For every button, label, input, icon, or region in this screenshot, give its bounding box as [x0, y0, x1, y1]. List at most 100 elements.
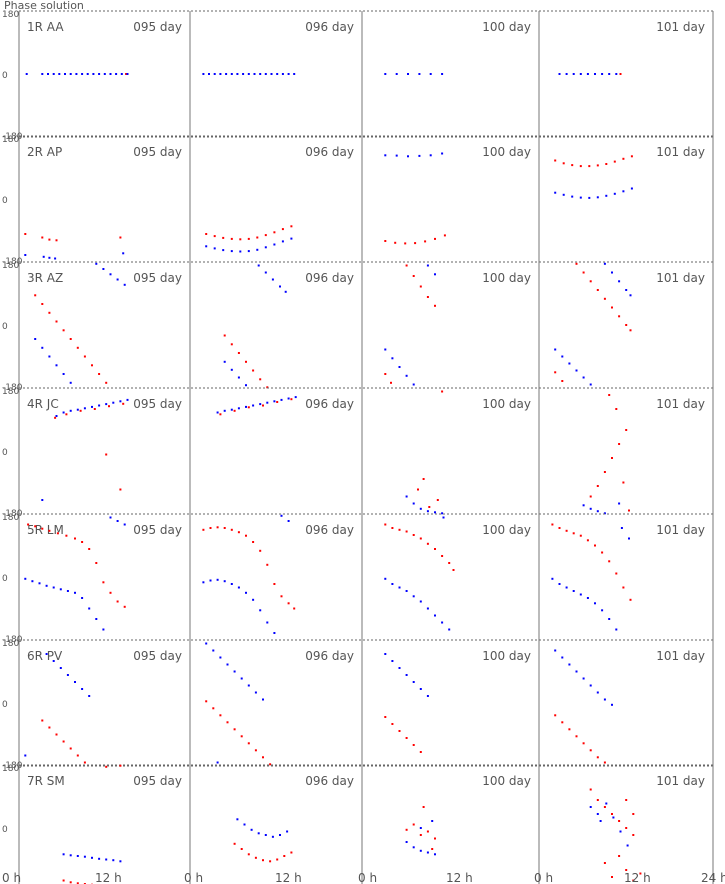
data-point [247, 853, 250, 856]
data-point [618, 855, 621, 857]
data-point [280, 514, 283, 517]
data-point [605, 802, 608, 805]
data-point [391, 660, 394, 662]
data-point [605, 163, 608, 165]
row-label: 1R AA [27, 20, 64, 34]
data-point [575, 262, 578, 265]
y-tick-label: -180 [2, 761, 23, 771]
data-point [622, 157, 625, 160]
data-point [41, 73, 44, 75]
data-point [230, 73, 233, 75]
data-point [69, 409, 72, 412]
y-tick-label: 0 [2, 700, 8, 710]
data-point [625, 429, 628, 431]
data-point [608, 618, 611, 620]
data-point [273, 583, 276, 585]
data-point [281, 240, 284, 243]
data-point [69, 747, 72, 750]
data-point [233, 670, 236, 673]
data-point [245, 360, 247, 363]
data-point [116, 600, 119, 603]
data-point [605, 194, 608, 197]
data-point [64, 73, 66, 75]
data-point [412, 681, 415, 683]
data-point [236, 818, 239, 821]
data-point [91, 405, 93, 408]
data-point [262, 404, 264, 407]
data-point [119, 764, 122, 767]
data-point [618, 315, 621, 318]
data-point [626, 844, 629, 847]
data-point [247, 73, 250, 75]
data-point [582, 376, 585, 379]
data-point [417, 488, 419, 491]
data-point [273, 632, 276, 634]
data-point [219, 413, 222, 416]
data-point [236, 73, 239, 75]
day-label: 095 day [133, 397, 182, 411]
day-label: 101 day [656, 397, 705, 411]
data-point [405, 530, 408, 533]
data-point [270, 73, 273, 75]
data-point [281, 73, 284, 75]
data-point [628, 509, 630, 512]
data-point [247, 237, 250, 240]
data-point [582, 504, 585, 507]
y-tick-label: -180 [2, 383, 23, 393]
data-point [219, 714, 222, 717]
data-point [561, 355, 564, 358]
y-tick-label: 180 [2, 764, 19, 774]
data-point [119, 236, 122, 239]
data-point [41, 499, 44, 501]
data-point [620, 527, 623, 529]
data-point [405, 828, 408, 831]
data-point [34, 294, 37, 297]
y-tick-label: -180 [2, 635, 23, 645]
data-point [240, 677, 243, 680]
data-point [632, 834, 635, 836]
data-point [615, 572, 618, 575]
data-point [115, 73, 118, 75]
data-point [102, 628, 105, 631]
data-point [41, 719, 44, 722]
data-point [91, 856, 93, 859]
data-point [55, 364, 58, 367]
data-point [419, 834, 422, 836]
data-point [48, 355, 51, 358]
data-point [579, 534, 582, 537]
data-point [205, 233, 208, 235]
data-point [41, 346, 44, 349]
data-point [230, 528, 233, 531]
data-point [269, 860, 272, 863]
data-point [441, 621, 444, 624]
data-point [287, 520, 290, 522]
data-point [554, 371, 557, 374]
data-point [412, 846, 415, 849]
data-point [83, 355, 86, 358]
data-point [571, 195, 574, 198]
data-point [119, 860, 122, 863]
data-point [290, 851, 293, 854]
data-point [209, 527, 212, 529]
data-point [245, 534, 247, 537]
data-point [426, 695, 429, 697]
data-point [611, 703, 613, 706]
data-point [565, 529, 568, 532]
data-point [222, 249, 225, 252]
data-point [66, 674, 69, 676]
data-point [596, 289, 599, 291]
data-point [76, 855, 79, 857]
day-label: 100 day [482, 649, 531, 663]
data-point [93, 408, 96, 410]
data-point [103, 73, 106, 75]
data-point [613, 160, 616, 163]
data-point [632, 813, 635, 815]
data-point [384, 653, 387, 655]
data-point [216, 761, 219, 764]
data-point [52, 660, 55, 662]
data-point [287, 73, 290, 75]
data-point [619, 73, 622, 75]
data-point [86, 73, 89, 75]
data-point [589, 788, 592, 791]
data-point [226, 663, 229, 666]
